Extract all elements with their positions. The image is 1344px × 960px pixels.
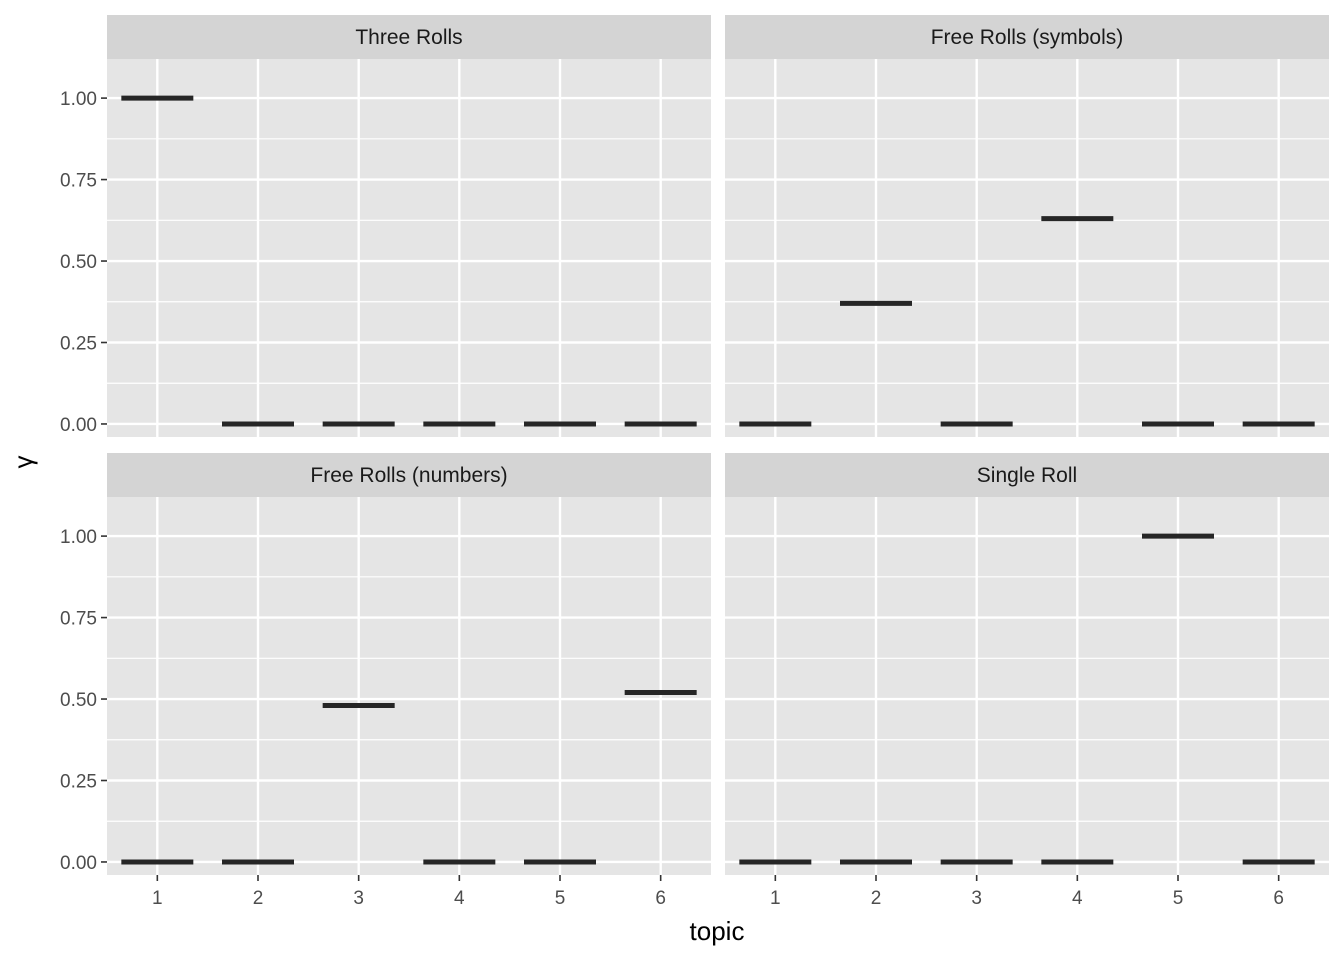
x-axis-title: topic <box>690 916 745 946</box>
facet-panels: Three Rolls Free Rolls (symbols) Free Roll… <box>107 15 1329 875</box>
y-axis-title: γ <box>8 456 38 469</box>
x-tick-label: 3 <box>353 888 364 909</box>
y-tick-label: 0.50 <box>60 690 97 711</box>
x-tick-label: 4 <box>1072 888 1083 909</box>
facet-strip <box>107 453 711 497</box>
facet-title: Three Rolls <box>355 26 462 49</box>
x-tick-label: 6 <box>655 888 666 909</box>
x-tick-label: 3 <box>971 888 982 909</box>
y-axes: 0.00 0.25 0.50 0.75 1.00 0.00 0.25 0.50 0.75 1.00 <box>60 89 107 874</box>
x-tick-label: 4 <box>454 888 465 909</box>
facet-title: Free Rolls (numbers) <box>310 464 507 487</box>
y-tick-label: 0.75 <box>60 609 97 630</box>
facet-panel: Three Rolls <box>107 15 711 437</box>
x-tick-label: 5 <box>1173 888 1184 909</box>
y-tick-label: 0.50 <box>60 252 97 273</box>
y-tick-label: 1.00 <box>60 527 97 548</box>
facet-strip <box>725 453 1329 497</box>
x-tick-label: 1 <box>152 888 163 909</box>
facet-strip <box>107 15 711 59</box>
panel-background <box>107 497 711 875</box>
facet-panel: Single Roll <box>725 453 1329 875</box>
facet-title: Single Roll <box>977 464 1077 487</box>
x-tick-label: 5 <box>555 888 566 909</box>
x-tick-label: 6 <box>1273 888 1284 909</box>
y-tick-label: 0.75 <box>60 171 97 192</box>
facet-panel: Free Rolls (symbols) <box>725 15 1329 437</box>
x-tick-label: 1 <box>770 888 781 909</box>
y-tick-label: 0.00 <box>60 853 97 874</box>
panel-background <box>725 59 1329 437</box>
facet-title: Free Rolls (symbols) <box>931 26 1124 49</box>
panel-background <box>725 497 1329 875</box>
facet-strip <box>725 15 1329 59</box>
facet-panel: Free Rolls (numbers) <box>107 453 711 875</box>
y-tick-label: 0.25 <box>60 334 97 355</box>
x-tick-label: 2 <box>871 888 882 909</box>
x-axes: 1 2 3 4 5 6 1 2 3 4 5 6 <box>152 875 1284 909</box>
panel-background <box>107 59 711 437</box>
y-tick-label: 0.00 <box>60 415 97 436</box>
y-tick-label: 0.25 <box>60 772 97 793</box>
y-tick-label: 1.00 <box>60 89 97 110</box>
x-tick-label: 2 <box>253 888 264 909</box>
